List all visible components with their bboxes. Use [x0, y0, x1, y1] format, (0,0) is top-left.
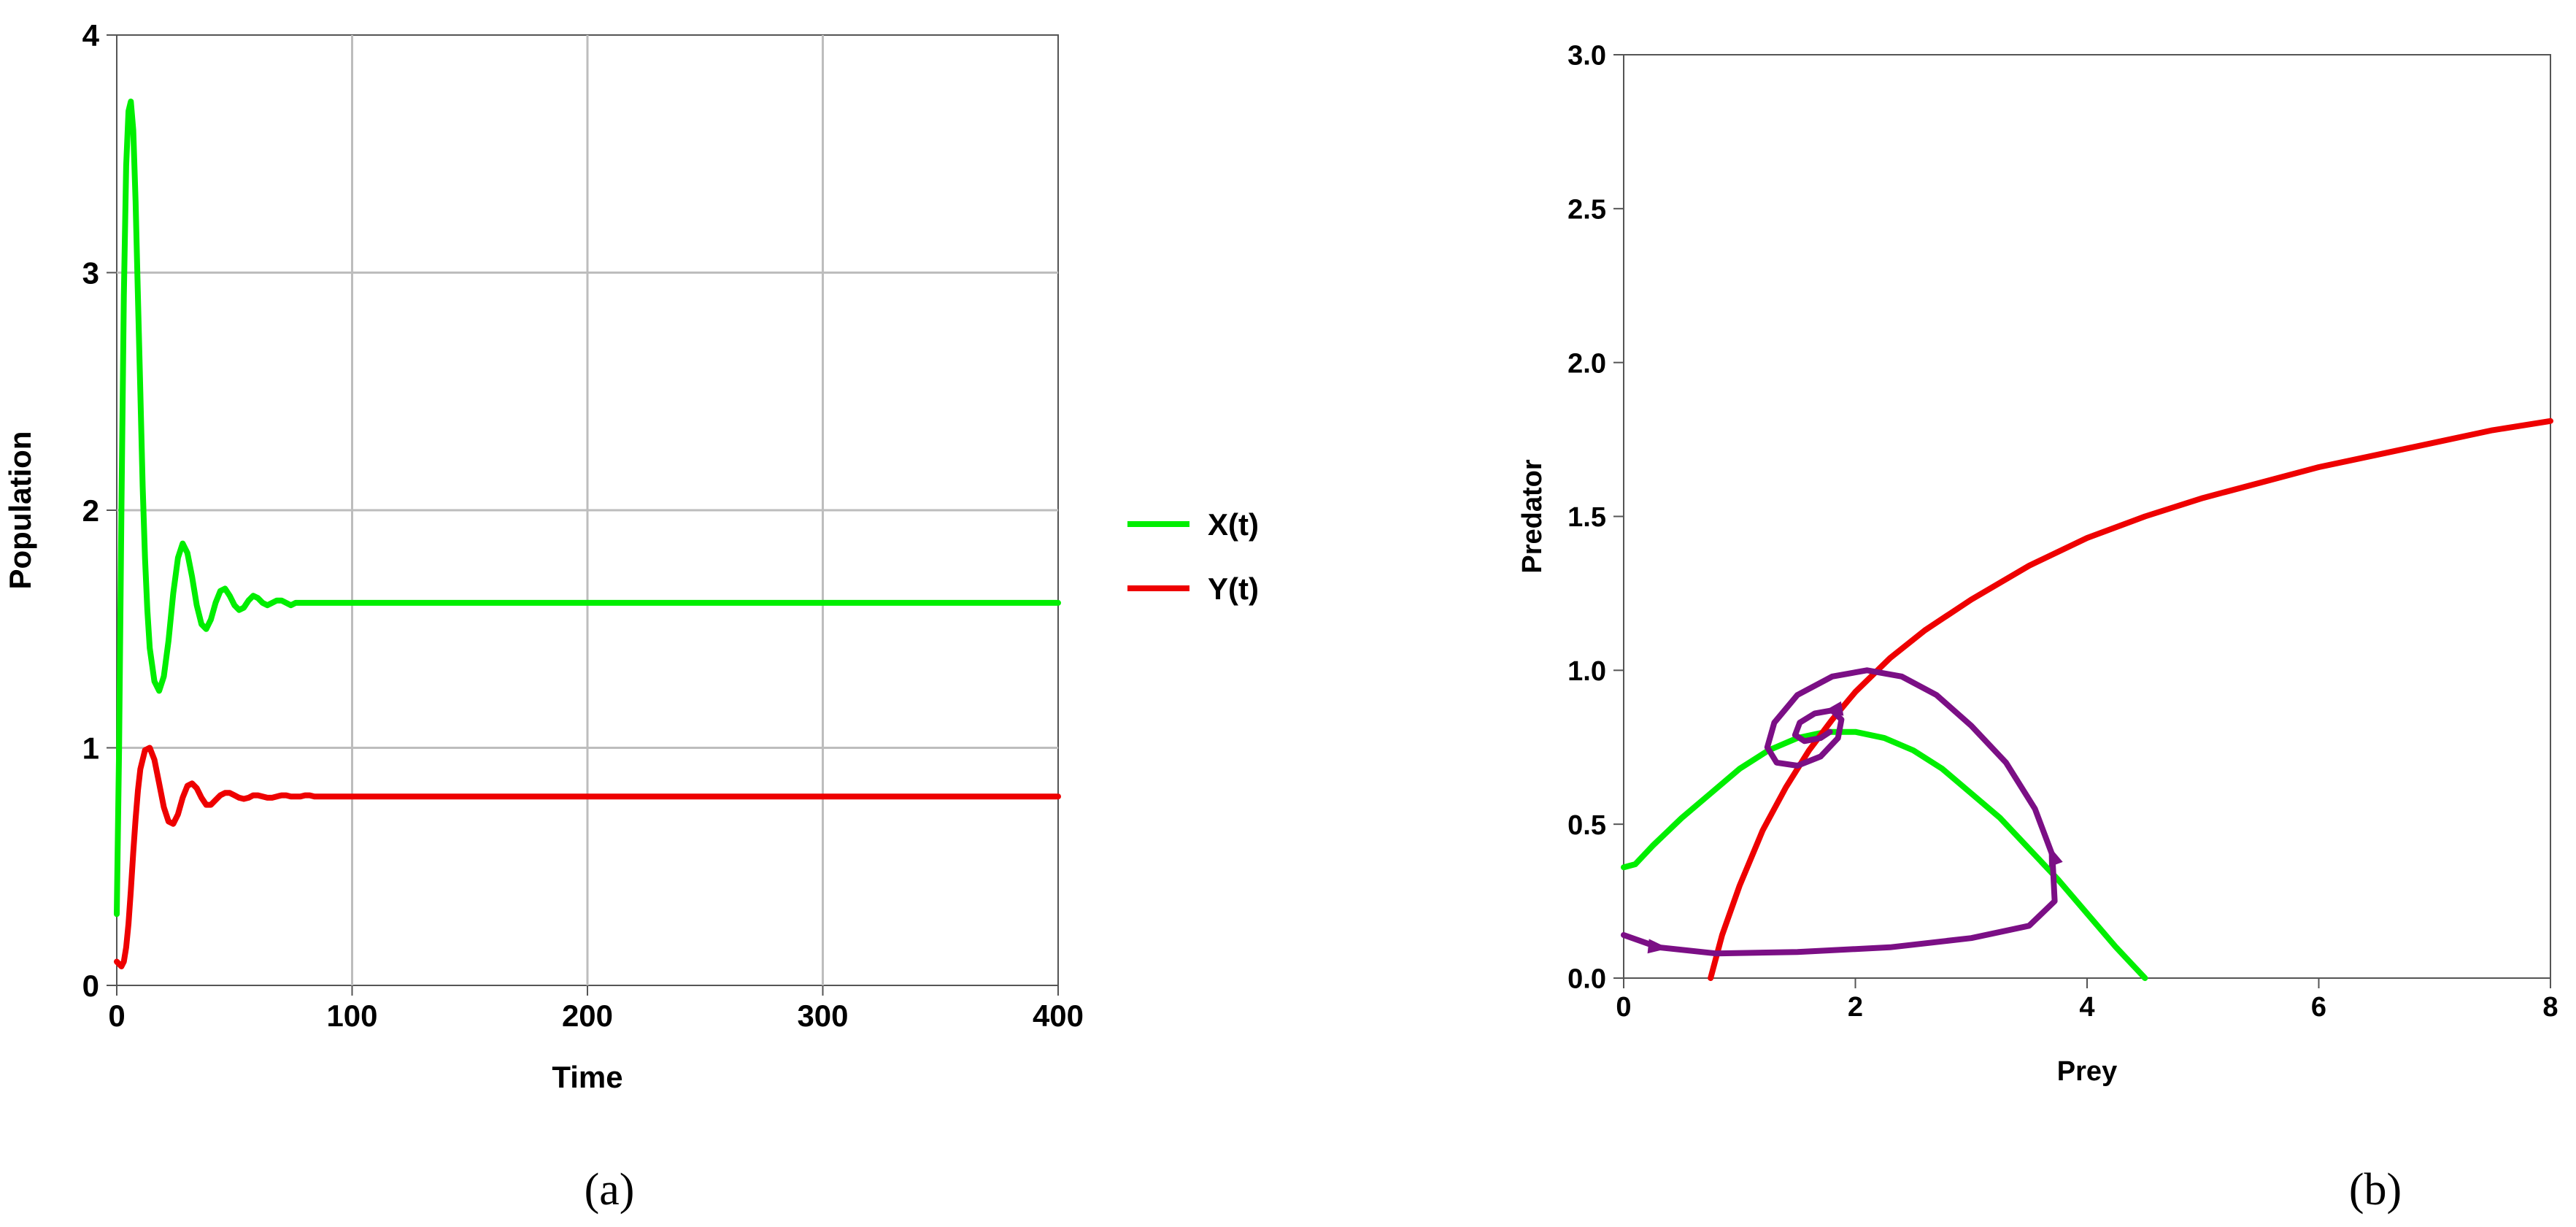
panel-b: 0 2 4 6 8 0.0 0.5 1.0 1.5 2.0 2.5 3.0 Prey Predator (b…: [1517, 41, 2558, 1215]
x-axis-title: Prey: [2057, 1056, 2117, 1087]
y-tick-label: 3.0: [1567, 41, 1606, 72]
x-tick-label: 2: [1848, 992, 1863, 1023]
y-tick-label: 1.0: [1567, 656, 1606, 687]
x-tick-label: 4: [2079, 992, 2094, 1023]
y-tick-label: 0.0: [1567, 964, 1606, 995]
y-tick-label: 0.5: [1567, 810, 1606, 841]
y-tick-label: 1.5: [1567, 502, 1606, 533]
y-tick-label: 4: [82, 18, 100, 53]
series-line-2: [1621, 667, 2058, 957]
y-tick-label: 2: [82, 493, 99, 528]
x-tick-label: 400: [1033, 999, 1084, 1033]
x-tick-label: 6: [2311, 992, 2326, 1023]
x-axis-title: Time: [552, 1060, 622, 1094]
x-tick-label: 0: [108, 999, 125, 1033]
series-line-xt: [114, 99, 1061, 918]
legend-label: X(t): [1208, 507, 1259, 542]
series-line-0: [1621, 728, 2148, 981]
series-line-yt: [114, 745, 1061, 969]
trajectory-arrow: [1822, 701, 1844, 716]
y-tick-label: 2.5: [1567, 195, 1606, 226]
x-tick-label: 0: [1616, 992, 1631, 1023]
plot-frame: [1623, 54, 2551, 979]
x-tick-label: 200: [562, 999, 613, 1033]
panel-caption: (b): [2349, 1165, 2402, 1215]
trajectory-arrow: [2048, 845, 2063, 867]
y-axis-title: Predator: [1517, 459, 1548, 573]
y-axis-title: Population: [3, 431, 37, 590]
y-tick-label: 2.0: [1567, 348, 1606, 379]
panel-caption: (a): [585, 1165, 635, 1215]
y-tick-label: 1: [82, 731, 99, 766]
x-tick-label: 300: [797, 999, 848, 1033]
x-tick-label: 8: [2542, 992, 2558, 1023]
legend-label: Y(t): [1208, 572, 1259, 606]
y-tick-label: 0: [82, 969, 99, 1003]
trajectory-arrow: [1647, 939, 1669, 954]
panel-a: 0 100 200 300 400 0 1 2 3 4 Time Population X(t) Y(t)…: [3, 18, 1259, 1215]
x-tick-label: 100: [326, 999, 377, 1033]
y-tick-label: 3: [82, 256, 99, 291]
series-line-1: [1708, 418, 2553, 981]
